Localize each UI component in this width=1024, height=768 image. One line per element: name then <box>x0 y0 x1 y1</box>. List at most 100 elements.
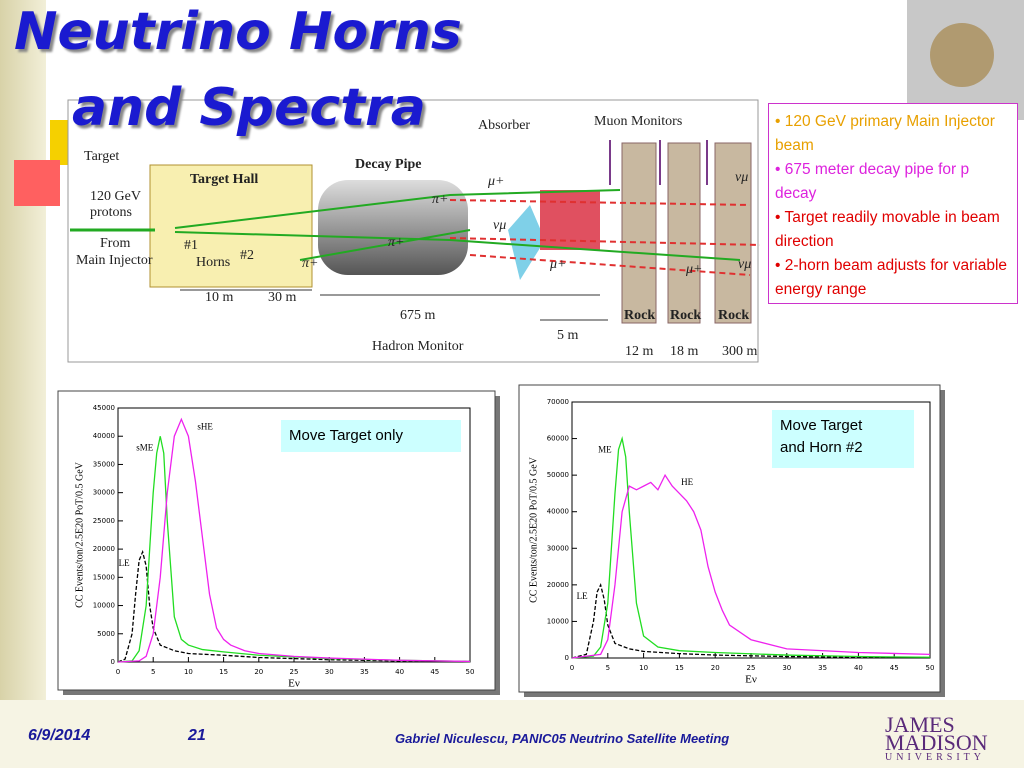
x-tick-label: 30 <box>325 668 334 676</box>
x-tick-label: 35 <box>360 668 369 676</box>
y-tick-label: 20000 <box>547 581 569 589</box>
label: Target Hall <box>190 172 258 187</box>
label: protons <box>90 205 132 220</box>
title-line: and Spectra <box>72 78 426 138</box>
x-tick-label: 20 <box>254 668 263 676</box>
distance-label: 675 m <box>400 308 436 323</box>
annotation: Move Target only <box>289 427 403 444</box>
label: #2 <box>240 248 254 263</box>
curve-label: HE <box>681 477 693 487</box>
y-tick-label: 0 <box>565 654 569 662</box>
x-tick-label: 5 <box>606 664 610 672</box>
distance-label: 10 m <box>205 290 234 305</box>
bullet-box: • 120 GeV primary Main Injector beam • 6… <box>768 103 1018 304</box>
spectrum-line <box>117 417 471 663</box>
x-axis-label: Eν <box>288 678 300 690</box>
label: Decay Pipe <box>355 157 421 172</box>
particle-label: μ+ <box>549 257 566 272</box>
spectrum-line <box>571 473 931 659</box>
x-tick-label: 0 <box>116 668 120 676</box>
y-tick-label: 60000 <box>547 435 569 443</box>
rock-slab <box>667 142 701 324</box>
footer-date: 6/9/2014 <box>28 727 91 744</box>
x-axis-label: Eν <box>745 674 757 686</box>
footer-credit: Gabriel Niculescu, PANIC05 Neutrino Sate… <box>395 731 730 746</box>
target-hall <box>149 164 313 288</box>
x-tick-label: 35 <box>818 664 827 672</box>
x-tick-label: 10 <box>184 668 193 676</box>
rock-label: Rock <box>670 308 701 323</box>
curve-label: sHE <box>197 421 213 431</box>
x-tick-label: 10 <box>639 664 648 672</box>
curve-label: LE <box>577 591 588 601</box>
decor-yellow <box>50 120 70 165</box>
annotation-box <box>772 410 914 468</box>
chart: 0 5 10 15 20 25 30 35 40 45 50 0 10000 20000 30000 4000… <box>518 384 945 697</box>
distance-label: 300 m <box>722 344 758 359</box>
footer-band <box>0 700 1024 768</box>
distance-label: 18 m <box>670 344 699 359</box>
label: #1 <box>184 238 198 253</box>
rock-slab <box>621 142 657 324</box>
rock-slab <box>714 142 752 324</box>
x-tick-label: 50 <box>926 664 935 672</box>
spectrum-line <box>571 435 931 659</box>
x-tick-label: 15 <box>219 668 228 676</box>
y-tick-label: 25000 <box>93 517 115 525</box>
distance-label: 30 m <box>268 290 297 305</box>
annotation: Move Target <box>780 417 863 434</box>
particle-label: νμ <box>735 170 748 185</box>
spectrum-line <box>117 436 471 663</box>
annotation-box <box>281 420 461 452</box>
decor-red <box>14 160 60 206</box>
curve-label: ME <box>598 445 612 455</box>
university-logo: JAMES MADISON UNIVERSITY <box>885 712 988 764</box>
label: Target <box>84 149 119 164</box>
y-tick-label: 70000 <box>547 398 569 406</box>
curve-label: sME <box>136 442 154 452</box>
curve-label: LE <box>119 558 130 568</box>
logo-text: JAMES <box>885 712 955 737</box>
x-tick-label: 45 <box>890 664 899 672</box>
logo-text: UNIVERSITY <box>885 752 985 763</box>
x-tick-label: 25 <box>747 664 756 672</box>
x-tick-label: 20 <box>711 664 720 672</box>
title-line: Neutrino Horns <box>14 2 462 62</box>
distance-label: 5 m <box>557 328 579 343</box>
y-tick-label: 10000 <box>547 617 569 625</box>
bullet: • 675 meter decay pipe for p decay <box>775 161 970 202</box>
distance-lines <box>180 289 608 321</box>
particle-label: π+ <box>388 235 404 250</box>
label: Horns <box>196 255 230 270</box>
footer-page: 21 <box>188 727 206 744</box>
distance-label: 12 m <box>625 344 654 359</box>
chart: 0 5 10 15 20 25 30 35 40 45 50 0 5000 10000 15000 20000… <box>57 390 500 695</box>
rock-label: Rock <box>718 308 749 323</box>
y-tick-label: 20000 <box>93 545 115 553</box>
decor-strip <box>0 0 46 768</box>
y-tick-label: 0 <box>111 658 115 666</box>
bullet: • 2-horn beam adjusts for variable energ… <box>775 257 1008 298</box>
particle-label: νμ <box>493 218 506 233</box>
particle-label: μ+ <box>487 174 504 189</box>
particle-label: νμ <box>738 257 751 272</box>
label: Main Injector <box>76 253 153 268</box>
x-tick-label: 15 <box>675 664 684 672</box>
y-axis-label: CC Events/ton/2.5E20 PoT/0.5 GeV <box>74 461 85 608</box>
x-tick-label: 30 <box>782 664 791 672</box>
y-tick-label: 40000 <box>547 508 569 516</box>
y-tick-label: 15000 <box>93 573 115 581</box>
y-tick-label: 5000 <box>97 630 115 638</box>
pion-paths <box>174 189 741 261</box>
label: 120 GeV <box>90 189 141 204</box>
x-tick-label: 25 <box>290 668 299 676</box>
x-tick-label: 5 <box>151 668 155 676</box>
muon-monitor-arrows <box>609 140 708 185</box>
y-tick-label: 35000 <box>93 460 115 468</box>
x-tick-label: 40 <box>395 668 404 676</box>
spectrum-line <box>117 549 471 663</box>
y-tick-label: 40000 <box>93 432 115 440</box>
label: Muon Monitors <box>594 114 682 129</box>
rock-label: Rock <box>624 308 655 323</box>
